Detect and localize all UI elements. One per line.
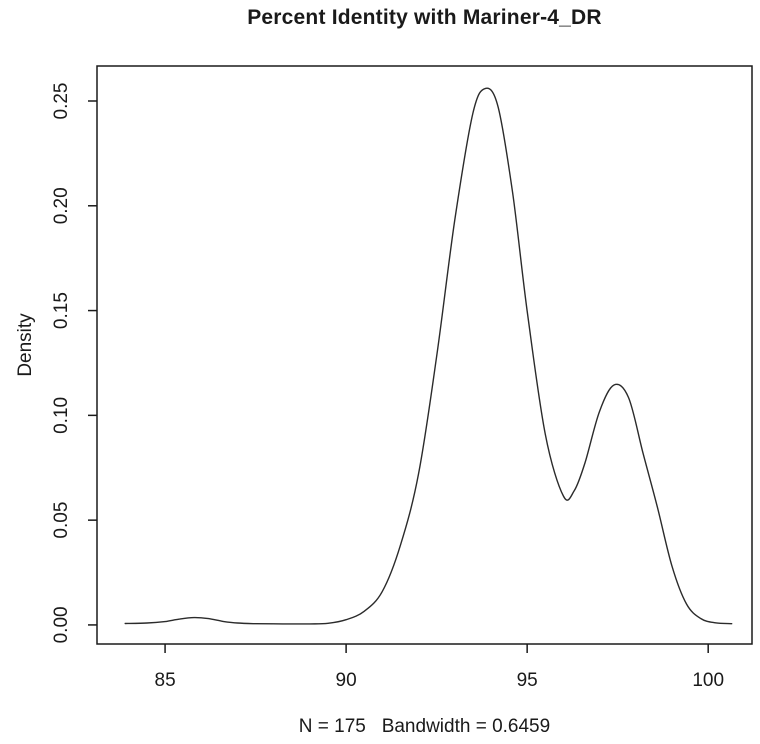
plot-box [96,65,753,645]
x-tick-label: 85 [155,670,176,691]
density-curve [124,87,733,625]
y-tick-label: 0.20 [51,187,72,224]
y-tick-label: 0.05 [51,502,72,539]
x-tick-label: 90 [336,670,357,691]
x-tick-label: 100 [692,670,724,691]
y-tick-label: 0.15 [51,292,72,329]
y-tick-label: 0.00 [51,606,72,643]
chart-title: Percent Identity with Mariner-4_DR [247,6,602,29]
y-tick-label: 0.25 [51,83,72,120]
x-tick-label: 95 [517,670,538,691]
y-tick-label: 0.10 [51,397,72,434]
x-axis-sublabel: N = 175 Bandwidth = 0.6459 [298,716,551,737]
